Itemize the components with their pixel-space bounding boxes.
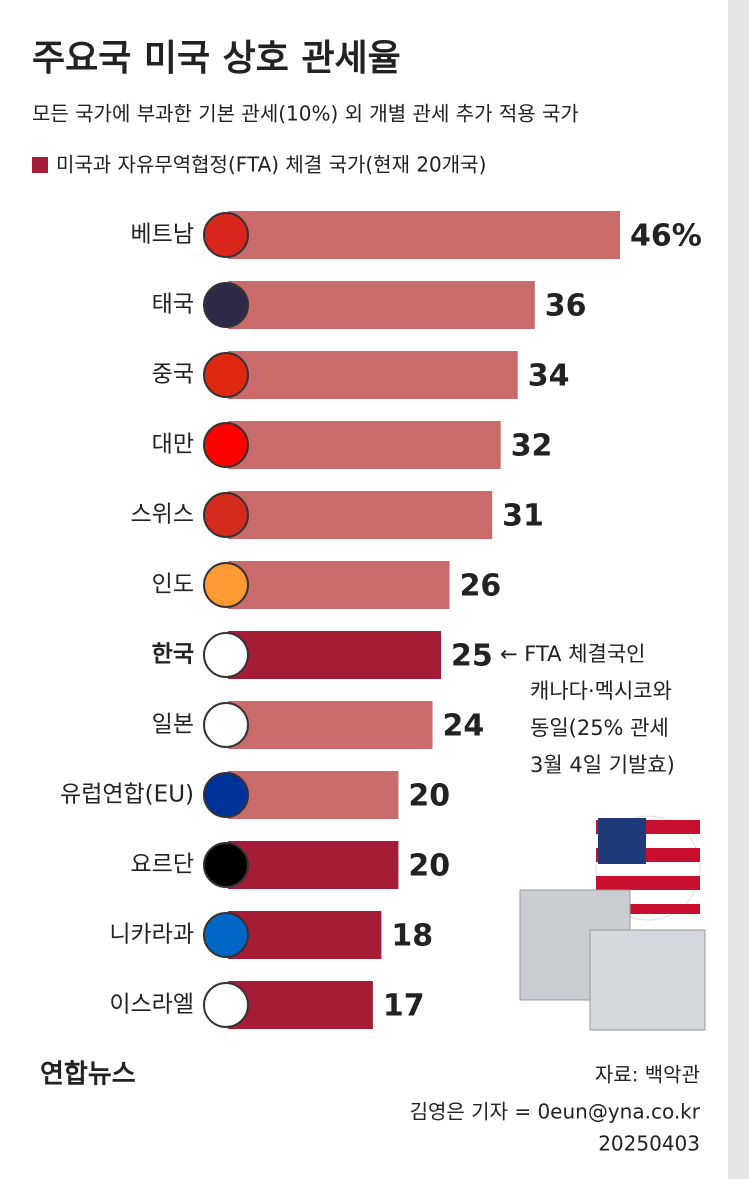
category-label: 스위스 [131,502,194,528]
value-label: 46% [630,219,702,254]
bar [228,351,518,399]
category-label: 태국 [152,292,194,318]
category-label: 일본 [152,712,194,738]
source: 자료: 백악관 [595,1063,700,1087]
bar [228,421,501,469]
category-label: 이스라엘 [109,992,194,1018]
bar [228,631,442,679]
category-label: 베트남 [131,222,194,248]
legend-swatch [32,157,48,173]
flag [203,492,249,538]
flag [203,282,249,328]
value-label: 31 [502,499,544,534]
bar [228,281,535,329]
flag [203,352,249,398]
annotation: 3월 4일 기발효) [530,753,675,777]
value-label: 18 [391,919,433,954]
annotation: 캐나다·멕시코와 [530,679,672,703]
flag [203,982,249,1028]
value-label: 20 [408,849,450,884]
logo: 연합뉴스 [40,1060,136,1090]
category-label: 인도 [152,572,194,598]
category-label: 니카라과 [109,922,194,948]
value-label: 36 [545,289,587,324]
value-label: 20 [408,779,450,814]
value-label: 26 [460,569,502,604]
flag [203,212,249,258]
value-label: 24 [443,709,485,744]
value-label: 32 [511,429,553,464]
flag [203,422,249,468]
credit: 김영은 기자 = 0eun@yna.co.kr [410,1100,701,1124]
bar [228,701,433,749]
legend-label: 미국과 자유무역협정(FTA) 체결 국가(현재 20개국) [56,153,486,177]
chart-title: 주요국 미국 상호 관세율 [32,38,401,79]
flag [203,632,249,678]
bar [228,561,450,609]
bar [228,841,399,889]
bar [228,771,399,819]
value-label: 25 [451,639,493,674]
bar [228,911,382,959]
annotation: ← FTA 체결국인 [500,642,646,666]
flag [203,702,249,748]
category-label: 대만 [152,432,194,458]
bar [228,211,620,259]
category-label: 유럽연합(EU) [60,782,194,808]
category-label: 한국 [152,642,194,668]
value-label: 34 [528,359,570,394]
category-label: 요르단 [131,852,194,878]
side-strip [728,0,749,1179]
flag [203,842,249,888]
annotation: 동일(25% 관세 [530,716,669,740]
subtitle: 모든 국가에 부과한 기본 관세(10%) 외 개별 관세 추가 적용 국가 [32,102,579,126]
bar [228,981,373,1029]
category-label: 중국 [152,362,194,388]
flag [203,912,249,958]
date: 20250403 [598,1132,700,1156]
flag [203,772,249,818]
containers [519,889,706,1031]
flag [203,562,249,608]
bar [228,491,493,539]
value-label: 17 [383,989,425,1024]
